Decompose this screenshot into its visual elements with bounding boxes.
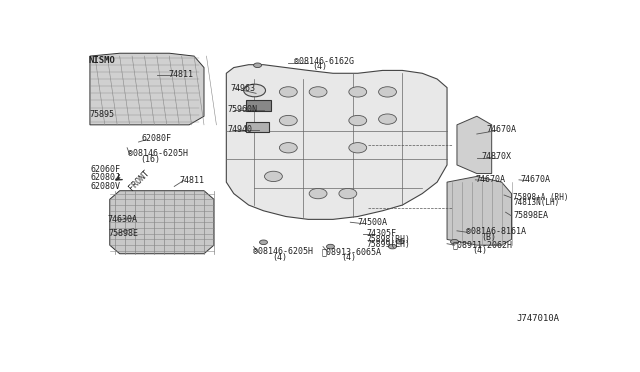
Polygon shape (457, 116, 492, 173)
Text: (4): (4) (312, 62, 327, 71)
Text: 74500A: 74500A (358, 218, 388, 227)
Circle shape (309, 87, 327, 97)
Text: 75899(LH): 75899(LH) (367, 240, 411, 249)
Polygon shape (447, 176, 511, 245)
Circle shape (264, 171, 282, 182)
Text: 75898EA: 75898EA (513, 211, 548, 219)
Text: 75898(RH): 75898(RH) (367, 235, 411, 244)
Circle shape (379, 87, 396, 97)
Circle shape (253, 63, 262, 68)
Text: NISMO: NISMO (89, 56, 116, 65)
Circle shape (388, 244, 396, 249)
Circle shape (451, 240, 458, 244)
Text: 75898+A (RH): 75898+A (RH) (513, 193, 568, 202)
Circle shape (326, 244, 335, 249)
Text: (4): (4) (472, 246, 487, 255)
Text: 74670A: 74670A (520, 175, 550, 185)
FancyBboxPatch shape (246, 100, 271, 111)
Text: ⓝ08913-6065A: ⓝ08913-6065A (322, 247, 382, 256)
Text: FRONT: FRONT (127, 169, 151, 192)
Text: 74811: 74811 (179, 176, 204, 185)
Text: 74630A: 74630A (108, 215, 138, 224)
Text: 74670A: 74670A (476, 175, 506, 185)
Text: 62060F: 62060F (91, 165, 121, 174)
Circle shape (309, 189, 327, 199)
Text: 75898E: 75898E (109, 229, 139, 238)
Text: 75960N: 75960N (228, 105, 258, 114)
FancyBboxPatch shape (246, 122, 269, 132)
Text: J747010A: J747010A (516, 314, 559, 323)
Text: 62080F: 62080F (142, 134, 172, 143)
Text: ®08146-6205H: ®08146-6205H (253, 247, 312, 256)
Circle shape (260, 240, 268, 244)
Polygon shape (90, 53, 204, 125)
Text: ®08146-6205H: ®08146-6205H (128, 149, 188, 158)
Text: 75895: 75895 (90, 110, 115, 119)
Polygon shape (110, 191, 214, 254)
Text: (4): (4) (341, 253, 356, 262)
Text: (B): (B) (481, 232, 496, 242)
Text: (4): (4) (272, 253, 287, 262)
Circle shape (280, 87, 297, 97)
Text: 74963: 74963 (230, 84, 255, 93)
Text: 74940: 74940 (228, 125, 253, 134)
Text: 62080J: 62080J (91, 173, 121, 182)
Circle shape (349, 142, 367, 153)
Text: (16): (16) (141, 155, 161, 164)
Circle shape (280, 115, 297, 126)
Text: 74870X: 74870X (482, 153, 512, 161)
Circle shape (396, 240, 404, 244)
Circle shape (244, 84, 266, 97)
Text: 74811: 74811 (168, 70, 193, 79)
Text: 74670A: 74670A (486, 125, 516, 134)
Circle shape (280, 142, 297, 153)
Text: 74305F: 74305F (367, 229, 397, 238)
Text: ®08146-6162G: ®08146-6162G (294, 57, 355, 66)
Text: 74813N(LH): 74813N(LH) (513, 198, 559, 207)
Text: ⓝ08911-2062H: ⓝ08911-2062H (453, 240, 513, 249)
Text: 62080V: 62080V (91, 182, 121, 191)
Circle shape (349, 115, 367, 126)
Circle shape (339, 189, 356, 199)
Polygon shape (227, 65, 447, 219)
Circle shape (349, 87, 367, 97)
Text: ®081A6-8161A: ®081A6-8161A (466, 227, 526, 236)
Circle shape (379, 114, 396, 124)
